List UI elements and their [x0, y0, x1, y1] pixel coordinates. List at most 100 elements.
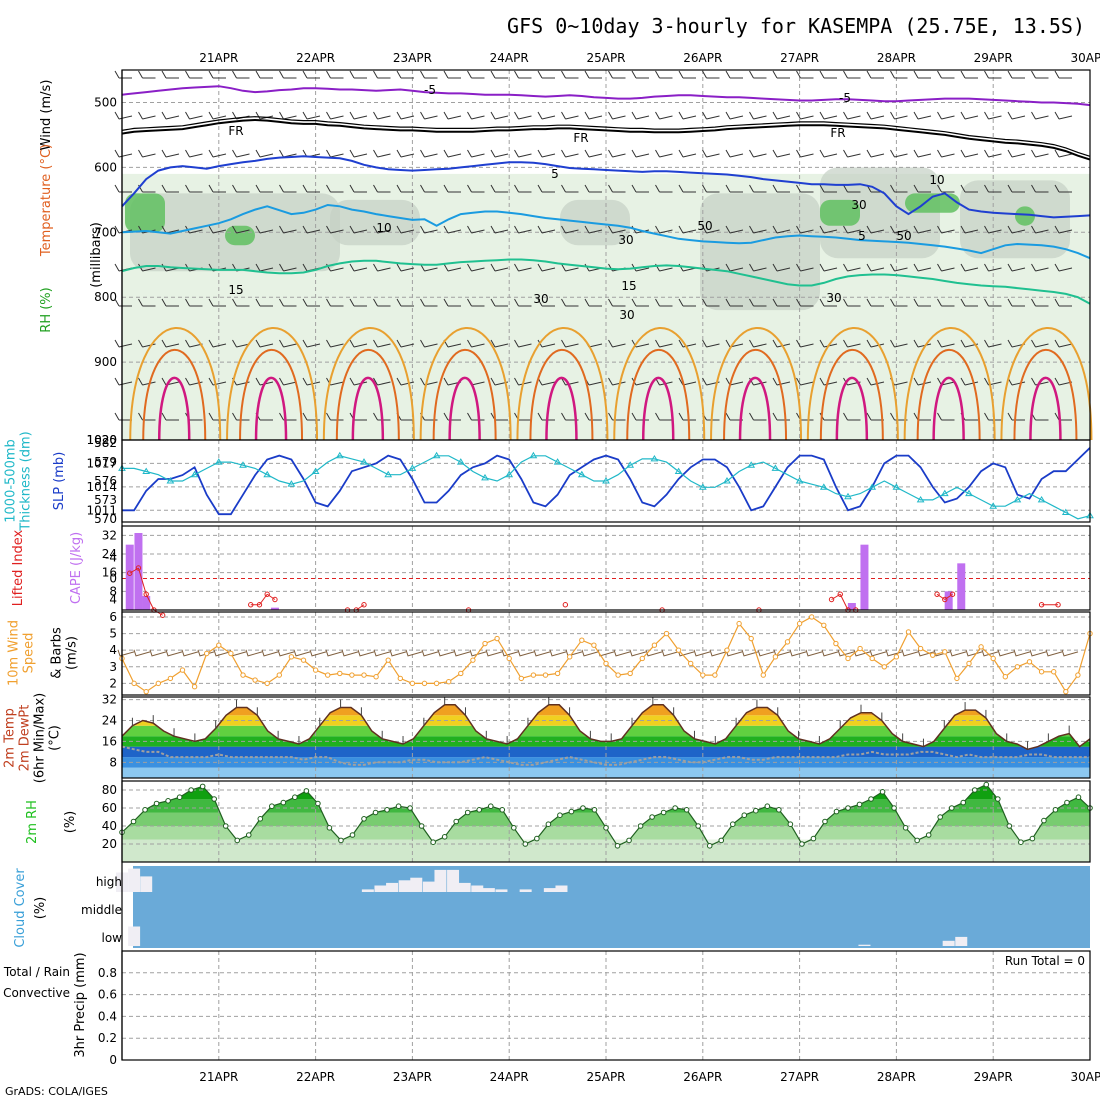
thickness-marker	[577, 470, 586, 478]
wind-barb	[843, 225, 861, 234]
wind10-point	[494, 635, 500, 642]
wind-barb	[514, 149, 532, 158]
wind-barb	[467, 298, 485, 307]
wind10-barb	[949, 649, 967, 657]
isotherm-FR-line	[121, 116, 1091, 157]
wind-barb	[279, 70, 297, 79]
isotherm-25-arch	[1013, 348, 1078, 441]
bottom-date-label: 25APR	[586, 1070, 625, 1084]
lifted-tick-label: 0	[109, 572, 117, 586]
rh-point	[188, 787, 194, 793]
contour-label: 30	[826, 291, 841, 305]
wind10-barb	[789, 649, 807, 657]
slp-axis-label: SLP (mb)	[52, 452, 67, 511]
wind-barb	[396, 263, 415, 272]
rh-point	[649, 814, 655, 820]
lifted-index-segment	[831, 593, 841, 600]
wind-barb	[467, 111, 485, 120]
rh-point	[948, 805, 955, 811]
wind-barb	[467, 70, 485, 79]
wind-barb	[349, 149, 368, 158]
wind10-point	[809, 614, 815, 620]
wind-barb	[772, 263, 791, 272]
lifted-axis-label-line: Lifted Index	[11, 529, 26, 606]
rh-point	[983, 781, 990, 788]
wind-barb	[326, 184, 344, 193]
cloud-high-bar	[482, 888, 495, 892]
isotherm-FR-line	[121, 118, 1091, 161]
rh-point	[453, 818, 459, 825]
wind10-point	[675, 647, 682, 653]
thickness-marker	[311, 467, 320, 475]
bottom-date-label: 30APR	[1070, 1070, 1100, 1084]
pressure-tick-label: 500	[94, 95, 117, 109]
wind-barb	[702, 339, 720, 348]
wind-barb	[1054, 263, 1073, 272]
wind10-point	[639, 655, 645, 662]
bottom-date-label: 21APR	[199, 1070, 238, 1084]
wind-barb	[255, 298, 273, 307]
isotherm-20-arch	[1000, 327, 1093, 441]
cloud-high-bar	[447, 869, 460, 892]
rh-point	[1075, 794, 1082, 801]
cloud-high-bar	[543, 888, 556, 892]
wind10-barb	[645, 649, 663, 657]
wind-barb	[443, 184, 461, 193]
wind10-barb	[581, 649, 599, 657]
thickness-marker	[965, 489, 973, 497]
rh-color-band	[122, 839, 1090, 862]
wind10-tick-label: 5	[109, 627, 117, 641]
isotherm-10-line	[121, 203, 1091, 260]
rh-point	[557, 812, 563, 819]
wind10-point	[470, 657, 476, 663]
wind-barb	[490, 70, 508, 79]
pressure-tick-label: 600	[94, 160, 117, 174]
thickness-marker	[384, 470, 393, 478]
wind-barb	[1007, 70, 1025, 79]
wind-barb	[302, 339, 321, 348]
isotherm-30-arch	[448, 376, 481, 441]
wind-barb	[678, 70, 696, 79]
wind-barb	[255, 184, 273, 193]
thickness-axis-label-line: Thickness (dm)	[19, 431, 34, 531]
cloud-high-bar	[386, 882, 399, 892]
wind-barb	[302, 298, 320, 307]
rh-point	[522, 841, 529, 847]
wind10-point	[760, 672, 766, 678]
wind-barb	[232, 184, 250, 193]
wind-barb	[467, 339, 485, 348]
cloud-high-bar	[422, 881, 435, 892]
wind-barb	[913, 70, 931, 79]
wind10-barb	[885, 649, 903, 657]
wind10-point	[917, 645, 924, 652]
wind-barb	[749, 111, 767, 120]
isotherm-25-arch	[819, 348, 884, 441]
wind-barb	[514, 339, 532, 348]
thickness-marker	[868, 483, 877, 490]
wind-barb	[232, 70, 250, 79]
wind-barb	[185, 298, 203, 307]
wind-barb	[890, 298, 908, 307]
wind-barb	[937, 111, 955, 120]
wind-barb	[913, 298, 931, 307]
wind-barb	[467, 263, 485, 272]
wind10-point	[651, 642, 658, 648]
precip-convective-label: Convective	[3, 986, 70, 1000]
wind-barb	[796, 339, 814, 348]
wind-barb	[373, 70, 391, 79]
cloud-unit-label: (%)	[33, 897, 48, 920]
wind-barb	[1054, 225, 1073, 234]
lifted-index-point	[143, 591, 149, 597]
wind10-tick-label: 2	[109, 676, 117, 690]
thickness-marker	[819, 483, 828, 490]
rh-point	[372, 809, 379, 816]
pressure-tick-label: 700	[94, 225, 117, 239]
isotherm-30-arch	[545, 376, 578, 441]
thickness-marker	[650, 454, 659, 462]
wind-barb	[396, 70, 414, 79]
wind-barb	[1031, 263, 1049, 272]
wind10-tick-label: 3	[109, 660, 117, 674]
wind-barb	[420, 70, 438, 79]
wind10-point	[942, 649, 948, 655]
wind10-barb	[1045, 649, 1063, 657]
